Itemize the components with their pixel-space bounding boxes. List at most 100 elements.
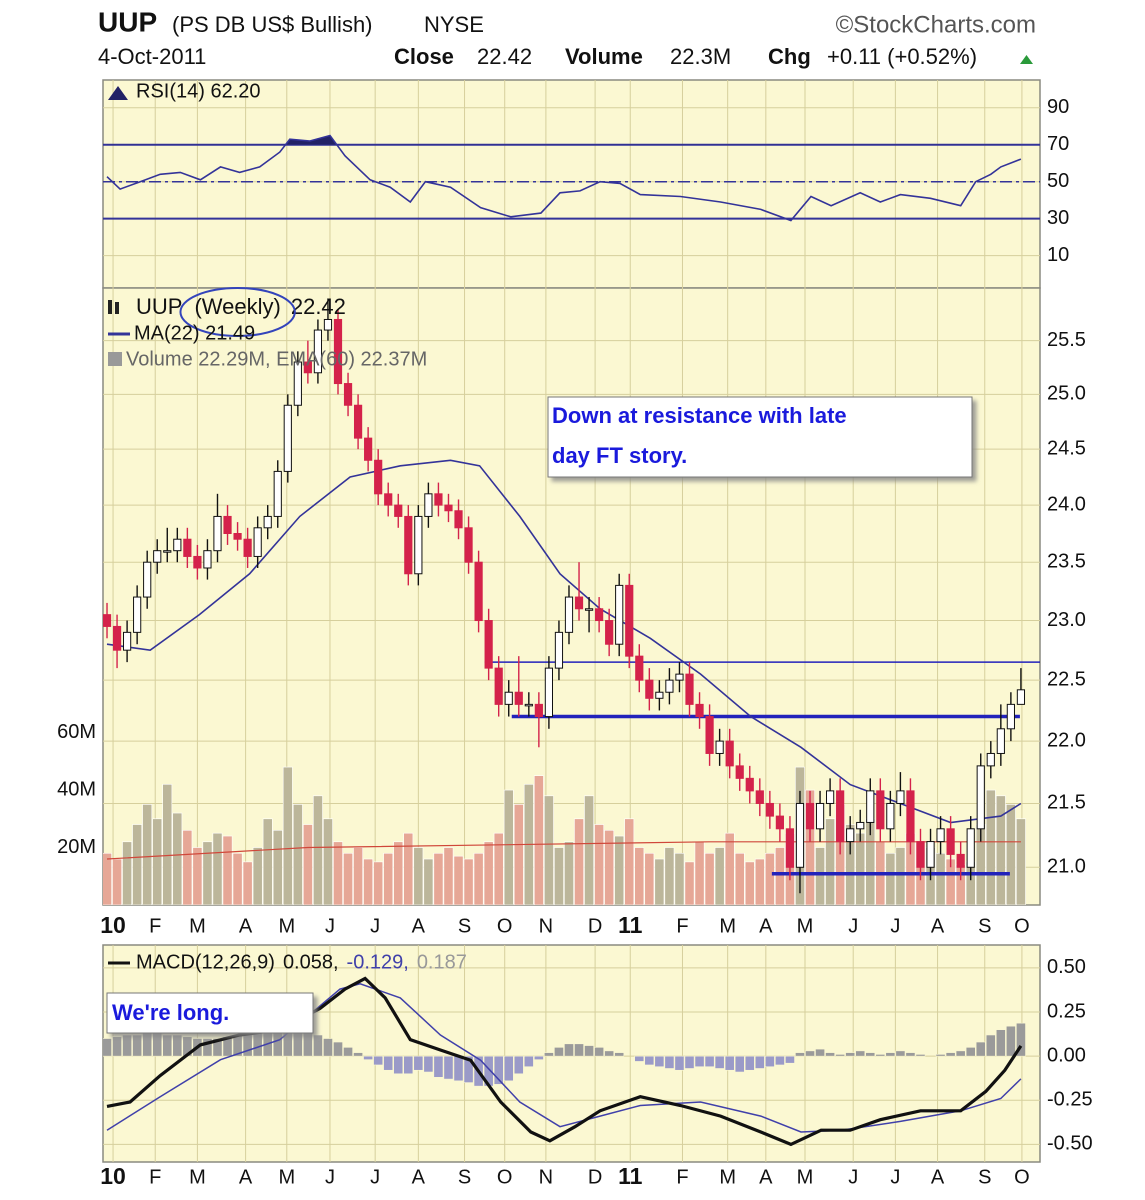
- candle-body: [414, 515, 423, 575]
- volume-bar: [232, 852, 243, 905]
- volume-bar: [764, 852, 775, 905]
- volume-bar: [895, 847, 906, 905]
- x-tick-label: O: [497, 1166, 513, 1188]
- y-tick-label: 30: [1047, 207, 1069, 229]
- x-tick-label: F: [149, 1166, 161, 1188]
- histogram-bar: [584, 1045, 594, 1057]
- candle-body: [625, 584, 634, 657]
- histogram-bar: [554, 1047, 564, 1057]
- candle-body: [343, 383, 353, 406]
- volume-bar: [704, 852, 715, 905]
- histogram-bar: [132, 1034, 143, 1057]
- volume-legend: Volume 22.29M, EMA(60) 22.37M: [126, 348, 427, 370]
- volume-tick-label: 60M: [57, 721, 96, 743]
- candle-body: [474, 561, 483, 622]
- volume-bar: [985, 789, 996, 905]
- candle-body: [183, 538, 192, 557]
- histogram-bar: [443, 1055, 454, 1080]
- exchange: NYSE: [424, 12, 484, 37]
- candle-body: [926, 841, 935, 868]
- volume-bar: [584, 795, 594, 905]
- histogram-bar: [744, 1055, 755, 1071]
- candle-body: [695, 703, 704, 718]
- y-tick-label: 70: [1047, 133, 1069, 155]
- x-tick-label: J: [848, 1166, 858, 1188]
- histogram-bar: [915, 1054, 926, 1057]
- histogram-bar: [644, 1055, 655, 1066]
- volume-bar: [774, 847, 785, 905]
- date: 4-Oct-2011: [98, 44, 206, 69]
- x-tick-label: A: [239, 1166, 253, 1188]
- x-tick-label: J: [890, 915, 900, 937]
- volume-bar: [493, 832, 504, 905]
- volume-bar: [423, 858, 434, 905]
- volume-legend-icon: [108, 352, 122, 366]
- histogram-bar: [212, 1038, 223, 1057]
- volume-bar: [473, 852, 484, 905]
- x-tick-label: A: [239, 915, 253, 937]
- candle-body: [143, 561, 152, 598]
- volume-bar: [654, 858, 665, 905]
- histogram-bar: [985, 1034, 996, 1057]
- x-tick-label: O: [1014, 1166, 1030, 1188]
- candle-body: [353, 404, 363, 439]
- x-tick-label: A: [759, 915, 773, 937]
- candle-body: [685, 673, 694, 705]
- candle-body: [976, 765, 985, 830]
- histogram-bar: [323, 1038, 333, 1057]
- histogram-bar: [694, 1055, 705, 1068]
- histogram-bar: [103, 1038, 112, 1057]
- y-tick-label: 23.5: [1047, 550, 1086, 572]
- histogram-bar: [965, 1047, 976, 1057]
- volume-bar: [825, 818, 836, 905]
- candle-body: [956, 853, 965, 868]
- histogram-bar: [423, 1055, 434, 1073]
- candle-body: [966, 828, 975, 868]
- histogram-bar: [343, 1047, 353, 1057]
- candle-body: [534, 703, 543, 718]
- candle-body: [464, 527, 473, 563]
- x-tick-label: A: [412, 1166, 426, 1188]
- annotation-text: We're long.: [112, 1000, 229, 1025]
- description: (PS DB US$ Bullish): [172, 12, 373, 37]
- x-tick-label: N: [539, 915, 553, 937]
- volume-bar: [513, 804, 524, 905]
- x-tick-label: A: [759, 1166, 773, 1188]
- volume-bar: [483, 841, 494, 905]
- volume-bar: [152, 818, 163, 905]
- candle-body: [705, 716, 714, 754]
- volume-bar: [604, 829, 615, 905]
- volume-bar: [684, 861, 695, 905]
- candle-body: [584, 608, 594, 611]
- histogram-bar: [815, 1048, 825, 1057]
- candle-body: [424, 493, 433, 517]
- candle-body: [805, 802, 815, 830]
- candle-body: [364, 437, 373, 461]
- rsi-icon: [108, 86, 128, 100]
- candle-body: [785, 828, 795, 868]
- histogram-bar: [574, 1043, 584, 1057]
- candle-body: [936, 828, 945, 843]
- candle-body: [876, 790, 885, 830]
- volume-bar: [554, 847, 564, 905]
- price-panel: [102, 287, 1041, 906]
- candle-body: [173, 538, 182, 552]
- y-tick-label: 24.0: [1047, 493, 1086, 515]
- candle-body: [916, 841, 925, 868]
- candle-body: [394, 504, 403, 517]
- histogram-bar: [493, 1055, 504, 1085]
- histogram-bar: [463, 1055, 474, 1083]
- histogram-bar: [122, 1034, 133, 1057]
- x-tick-label: A: [931, 915, 945, 937]
- annotation-box: [106, 992, 314, 1034]
- price-legend-symbol: UUP: [136, 294, 182, 319]
- x-tick-label: S: [978, 1166, 991, 1188]
- histogram-bar: [453, 1055, 464, 1082]
- price-legend-period: (Weekly): [194, 294, 280, 319]
- x-tick-label: N: [539, 1166, 553, 1188]
- candle-body: [826, 790, 835, 804]
- candle-body: [595, 608, 604, 622]
- volume-bar: [714, 847, 725, 905]
- annotation-text: day FT story.: [552, 443, 687, 468]
- candle-body: [886, 802, 895, 830]
